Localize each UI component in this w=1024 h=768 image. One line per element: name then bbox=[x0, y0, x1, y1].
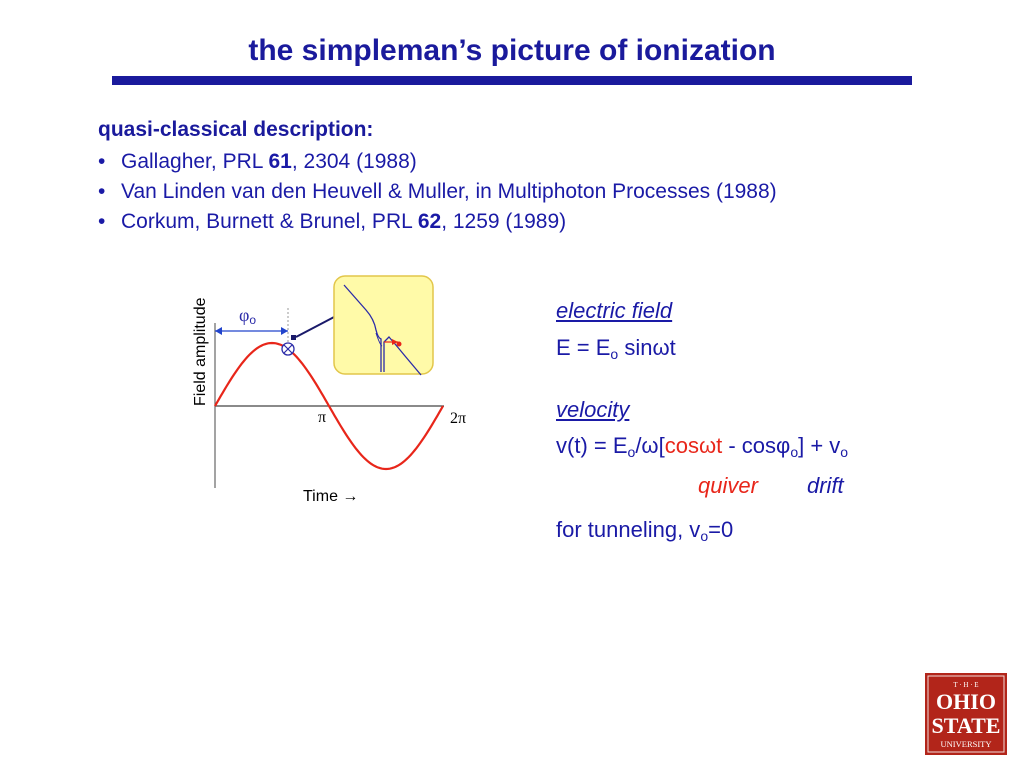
svg-text:STATE: STATE bbox=[932, 713, 1001, 738]
ohio-state-logo: T · H · E OHIO STATE UNIVERSITY bbox=[925, 673, 1007, 755]
bullet-icon: • bbox=[98, 150, 106, 173]
reference-item-gallagher: • Gallagher, PRL 61, 2304 (1988) bbox=[98, 150, 417, 173]
electric-field-heading: electric field bbox=[556, 298, 673, 323]
velocity-heading: velocity bbox=[556, 397, 630, 422]
inset-pointer-line bbox=[295, 315, 337, 338]
x-axis-label: Time → bbox=[303, 488, 358, 505]
field-sine-curve bbox=[214, 341, 444, 471]
quiver-label: quiver bbox=[698, 473, 758, 498]
electron-dot-icon bbox=[396, 341, 402, 347]
title-underline bbox=[112, 76, 912, 85]
potential-curve bbox=[343, 284, 422, 376]
phi-label: φo bbox=[239, 305, 256, 327]
quiver-term: cosωt bbox=[664, 433, 723, 458]
references-heading: quasi-classical description: bbox=[98, 118, 374, 141]
reference-item-van-linden: • Van Linden van den Heuvell & Muller, in… bbox=[98, 180, 777, 203]
field-amplitude-figure: Field amplitude Time → π 2π φo bbox=[192, 275, 466, 505]
tunneling-condition: for tunneling, vo=0 bbox=[556, 517, 734, 544]
tunneling-inset bbox=[333, 275, 434, 375]
bullet-icon: • bbox=[98, 210, 106, 233]
drift-label: drift bbox=[807, 473, 844, 498]
velocity-equation: v(t) = Eo/ω[cosωt - cosφo] + vo bbox=[556, 433, 849, 460]
bullet-icon: • bbox=[98, 180, 106, 203]
reference-item-corkum: • Corkum, Burnett & Brunel, PRL 62, 1259 … bbox=[98, 210, 567, 233]
electric-field-equation: E = Eo sinωt bbox=[556, 335, 676, 362]
svg-text:UNIVERSITY: UNIVERSITY bbox=[941, 739, 992, 749]
y-axis-label: Field amplitude bbox=[192, 297, 209, 406]
svg-text:T · H · E: T · H · E bbox=[953, 681, 978, 689]
tick-pi: π bbox=[318, 409, 326, 426]
svg-text:OHIO: OHIO bbox=[936, 689, 996, 714]
slide-title: the simpleman’s picture of ionization bbox=[248, 34, 776, 67]
tick-2pi: 2π bbox=[450, 410, 466, 427]
